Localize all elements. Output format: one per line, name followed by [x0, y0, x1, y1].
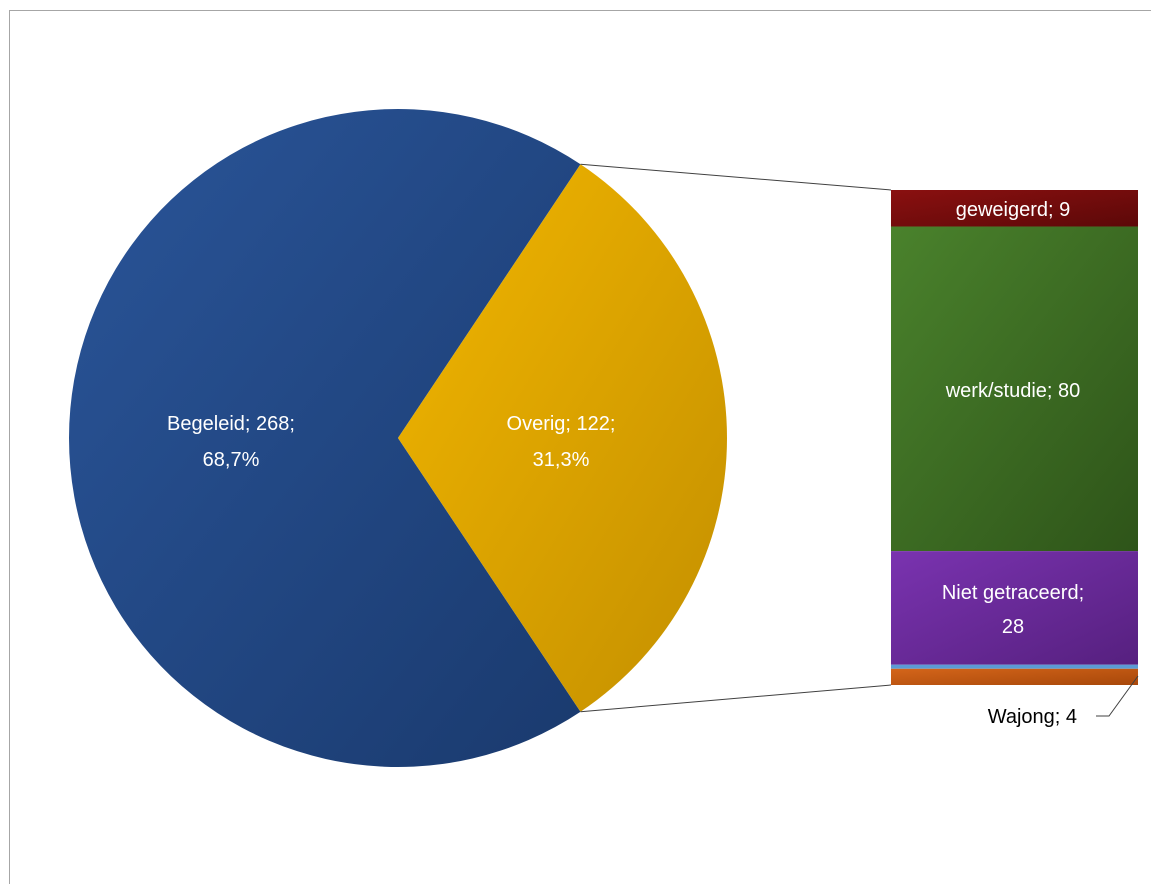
label-begeleid-line1: Begeleid; 268;: [167, 413, 295, 435]
label-niet-getraceerd-line2: 28: [1002, 616, 1024, 638]
pie-slice-begeleid: [69, 108, 581, 768]
wajong-leader-line: [1096, 675, 1139, 717]
bar-segment-niet-getraceerd: [891, 551, 1138, 665]
bar-segment-wajong: [891, 668, 1138, 685]
connector-line-top: [580, 163, 892, 191]
label-wajong: Wajong; 4: [988, 706, 1077, 728]
bar-segment-geweigerd: [891, 190, 1138, 227]
label-overig-line1: Overig; 122;: [507, 413, 616, 435]
pie-slice-overig: [398, 164, 727, 712]
connector-line-bottom: [580, 684, 892, 713]
label-begeleid-line2: 68,7%: [203, 449, 260, 471]
label-niet-getraceerd-line1: Niet getraceerd;: [942, 582, 1084, 604]
bar-segment-werk-studie: [891, 226, 1138, 552]
label-geweigerd: geweigerd; 9: [956, 199, 1071, 221]
bar-segment-unlabeled: [891, 664, 1138, 669]
chart-area: [9, 10, 1151, 884]
label-werk-studie: werk/studie; 80: [945, 380, 1081, 402]
label-overig-line2: 31,3%: [533, 449, 590, 471]
